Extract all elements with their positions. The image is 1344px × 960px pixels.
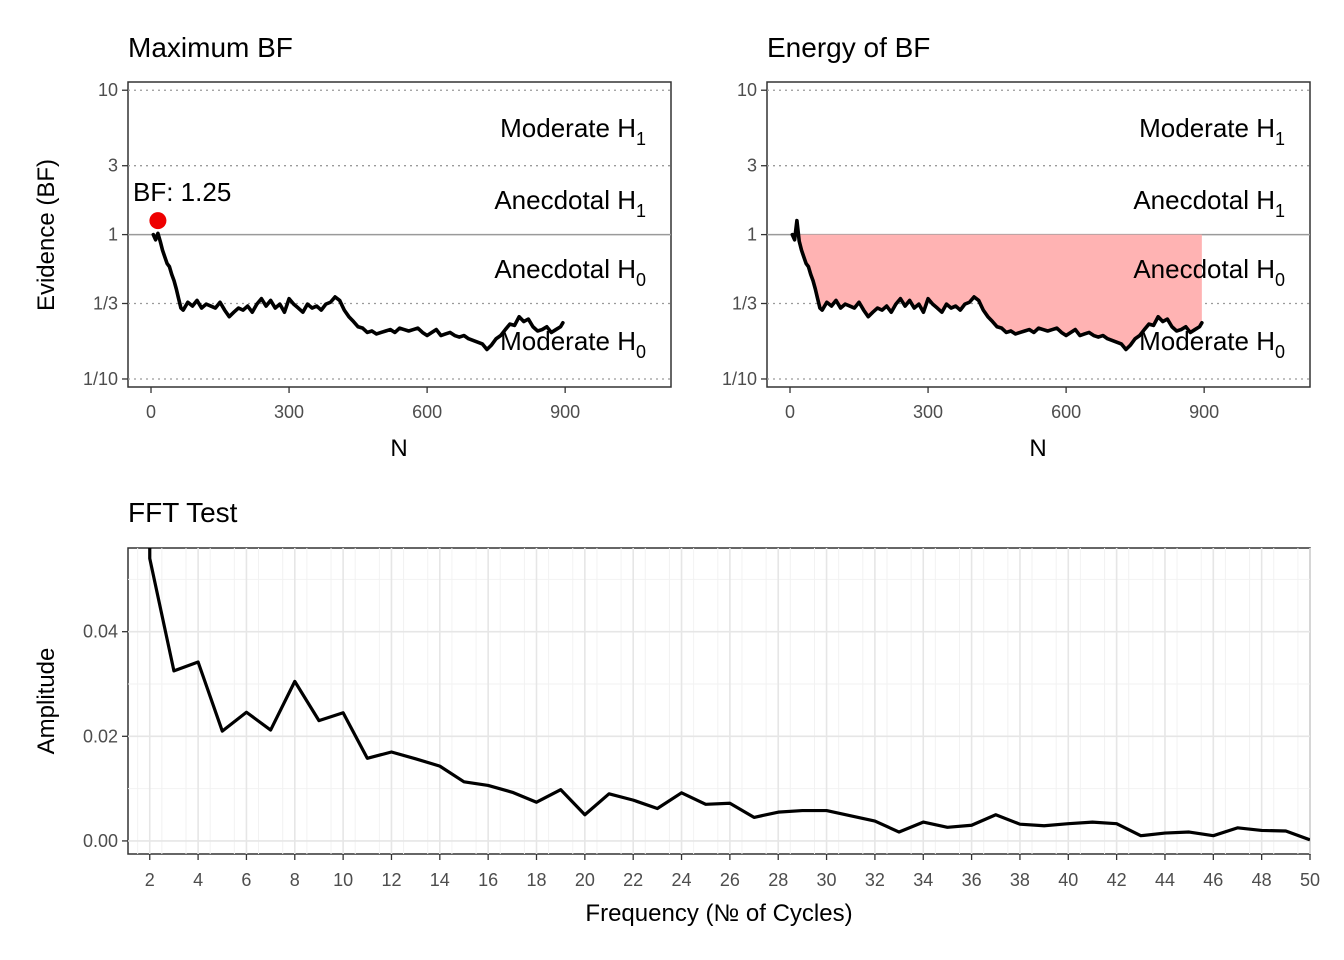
zone-label-text: Moderate H (500, 326, 636, 356)
x-tick-label: 24 (672, 870, 692, 890)
zone-label-text: Moderate H (1139, 326, 1275, 356)
y-tick-label: 1/3 (732, 293, 757, 313)
y-axis-label: Evidence (BF) (33, 159, 60, 311)
y-tick-label: 0.00 (83, 831, 118, 851)
zone-label-text: Anecdotal H (1133, 254, 1275, 284)
x-tick-label: 42 (1107, 870, 1127, 890)
y-tick-label: 1 (747, 225, 757, 245)
chart-title: Energy of BF (767, 32, 930, 63)
x-axis-label: N (390, 435, 407, 462)
bf-trajectory-line (151, 231, 565, 352)
plot-layer: 2 4 6 8 10 12 14 16 18 20 22 24 26 28 30 32 34 36 38 40 42 44… (83, 548, 1320, 890)
zone-label-text: Moderate H (500, 113, 636, 143)
x-tick-label: 46 (1203, 870, 1223, 890)
y-axis-label: Amplitude (33, 648, 60, 755)
evidence-zone-label: Moderate H0 (500, 326, 646, 362)
zone-label-subscript: 1 (636, 129, 646, 149)
x-tick-label: 44 (1155, 870, 1175, 890)
y-tick-label: 3 (747, 156, 757, 176)
evidence-zone-label: Anecdotal H1 (1133, 185, 1285, 221)
zone-label-subscript: 1 (1275, 201, 1285, 221)
energy-area (792, 234, 1202, 350)
y-tick-label: 10 (98, 80, 118, 100)
zone-label-subscript: 1 (1275, 129, 1285, 149)
x-tick-label: 20 (575, 870, 595, 890)
x-tick-label: 14 (430, 870, 450, 890)
x-tick-label: 26 (720, 870, 740, 890)
zone-label-subscript: 0 (1275, 342, 1285, 362)
x-tick-label: 34 (913, 870, 933, 890)
x-tick-label: 300 (913, 402, 943, 422)
evidence-zone-label: Anecdotal H1 (494, 185, 646, 221)
bf-trajectory-line (790, 218, 1204, 352)
x-tick-label: 8 (290, 870, 300, 890)
x-tick-label: 600 (1051, 402, 1081, 422)
chart-title: Maximum BF (128, 32, 293, 63)
zone-label-text: Anecdotal H (494, 185, 636, 215)
x-tick-label: 2 (145, 870, 155, 890)
x-tick-label: 32 (865, 870, 885, 890)
zone-label-text: Anecdotal H (1133, 185, 1275, 215)
x-tick-label: 900 (1189, 402, 1219, 422)
x-tick-label: 40 (1058, 870, 1078, 890)
x-tick-label: 18 (526, 870, 546, 890)
x-tick-label: 6 (241, 870, 251, 890)
evidence-zone-label: Moderate H0 (1139, 326, 1285, 362)
y-tick-label: 1 (108, 225, 118, 245)
zone-label-text: Anecdotal H (494, 254, 636, 284)
x-tick-label: 22 (623, 870, 643, 890)
x-tick-label: 28 (768, 870, 788, 890)
x-tick-label: 0 (785, 402, 795, 422)
fft-test-panel: FFT Test 2 4 6 8 10 12 14 16 18 20 22 24 26 28 30 32 34 3… (33, 497, 1320, 927)
amplitude-line (148, 548, 1310, 842)
x-axis-label: N (1029, 435, 1046, 462)
evidence-zone-label: Anecdotal H0 (494, 254, 646, 290)
zone-label-subscript: 1 (636, 201, 646, 221)
max-bf-point (149, 212, 167, 230)
x-tick-label: 48 (1252, 870, 1272, 890)
x-tick-label: 0 (146, 402, 156, 422)
evidence-zone-label: Moderate H1 (500, 113, 646, 149)
y-tick-label: 0.04 (83, 622, 118, 642)
y-tick-label: 1/3 (93, 293, 118, 313)
x-tick-label: 50 (1300, 870, 1320, 890)
x-tick-label: 900 (550, 402, 580, 422)
x-tick-label: 12 (381, 870, 401, 890)
x-tick-label: 600 (412, 402, 442, 422)
zone-label-text: Moderate H (1139, 113, 1275, 143)
x-tick-label: 16 (478, 870, 498, 890)
evidence-zone-label: Moderate H1 (1139, 113, 1285, 149)
x-axis-label: Frequency (№ of Cycles) (585, 900, 852, 927)
x-tick-label: 38 (1010, 870, 1030, 890)
x-tick-label: 36 (962, 870, 982, 890)
y-tick-label: 1/10 (83, 369, 118, 389)
x-tick-label: 4 (193, 870, 203, 890)
y-tick-label: 0.02 (83, 726, 118, 746)
zone-label-subscript: 0 (636, 270, 646, 290)
chart-title: FFT Test (128, 497, 238, 528)
max-bf-annotation: BF: 1.25 (133, 177, 231, 207)
y-tick-label: 10 (737, 80, 757, 100)
x-tick-label: 30 (817, 870, 837, 890)
zone-label-subscript: 0 (636, 342, 646, 362)
x-tick-label: 300 (274, 402, 304, 422)
zone-label-subscript: 0 (1275, 270, 1285, 290)
evidence-zone-label: Anecdotal H0 (1133, 254, 1285, 290)
x-tick-label: 10 (333, 870, 353, 890)
y-tick-label: 1/10 (722, 369, 757, 389)
y-tick-label: 3 (108, 156, 118, 176)
